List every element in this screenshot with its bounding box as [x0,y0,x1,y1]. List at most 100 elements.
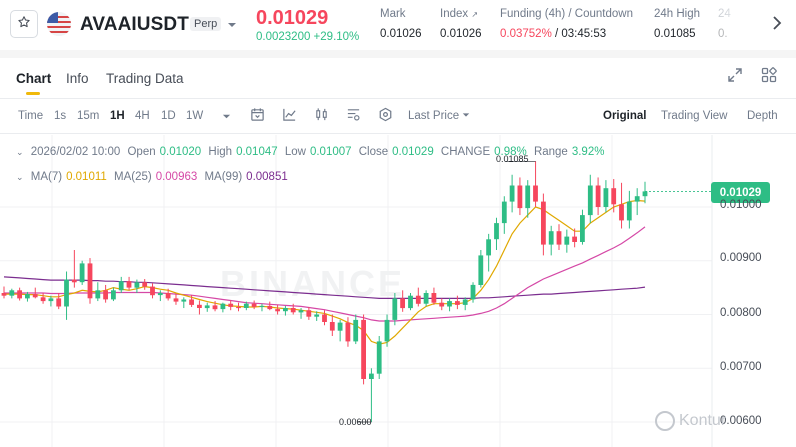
symbol-name[interactable]: AVAAIUSDT [80,14,189,35]
candle-body [298,310,304,313]
candle-body [392,298,398,320]
candle-body [353,319,359,342]
candle-body [587,185,593,216]
candle-body [501,201,507,224]
view-depth[interactable]: Depth [747,110,778,122]
candle-body [408,295,413,309]
candle-body [322,314,327,322]
interval-1s[interactable]: 1s [54,110,67,122]
candle-body [619,204,624,221]
candle-body [603,188,609,207]
candle-body [478,255,484,285]
calendar-button[interactable] [247,107,267,127]
current-price-badge: 0.01029 [711,182,770,203]
candle-body [525,185,531,209]
ohlc-legend: ⌄ 2026/02/02 10:00 Open 0.01020 High 0.010… [16,146,605,158]
price-change: 0.0023200 +29.10% [256,31,360,43]
active-tab-indicator [26,92,40,95]
candle-body [290,308,296,313]
legend-close: 0.01029 [392,146,434,158]
candle-body [595,185,601,207]
scroll-stats-button[interactable] [766,14,788,36]
candle-body [400,298,405,309]
list-settings-icon [346,107,361,127]
legend-ma99: 0.00851 [246,171,288,183]
caret-down-icon[interactable] [227,17,237,35]
stat-mark-label: Mark [380,8,406,20]
kontur-logo: Kontur [655,411,726,431]
interval-15m[interactable]: 15m [77,110,100,122]
candle-body [439,302,445,307]
tab-info[interactable]: Info [66,71,89,86]
expand-button[interactable] [724,66,746,88]
settings-button[interactable] [375,107,395,127]
caret-down-icon [222,108,231,126]
view-original[interactable]: Original [603,110,647,122]
stat-mark-value: 0.01026 [380,28,422,40]
candle-body [95,290,101,299]
candle-body [25,294,30,299]
grid-layout-icon [761,66,777,88]
legend-collapse-icon: ⌄ [16,147,24,157]
settings-hexagon-icon [378,107,393,127]
interval-1w[interactable]: 1W [186,110,204,122]
chevron-right-icon [772,15,782,35]
external-link-icon: ↗ [471,10,479,19]
candle-body [533,185,538,202]
candle-body [447,301,452,307]
candle-body [243,303,249,308]
candle-body [415,295,421,304]
candle-body [220,303,226,310]
candle-body [32,294,38,298]
stat-24h-high: 24h High 0.01085 [654,8,700,40]
stat-index: Index ↗ 0.01026 [440,8,482,40]
stat-funding-label: Funding (4h) / Countdown [500,8,633,20]
candle-body [228,303,234,307]
y-tick-label: 0.00600 [720,415,762,427]
interval-1h[interactable]: 1H [110,110,125,122]
tab-trading-data[interactable]: Trading Data [106,71,184,86]
coin-logo-icon [47,12,71,36]
stat-mark: Mark 0.01026 [380,8,422,40]
view-trading-view[interactable]: Trading View [661,110,728,122]
candle-body [384,319,390,342]
stat-funding: Funding (4h) / Countdown 0.03752% / 03:4… [500,8,633,40]
candle-body [314,314,320,317]
indicators-button[interactable] [279,107,299,127]
y-tick-label: 0.00700 [720,361,762,373]
candle-body [251,303,257,307]
price-source-select[interactable]: Last Price [408,110,470,122]
candlestick-chart[interactable] [0,135,796,447]
candle-body [517,185,523,209]
templates-button[interactable] [343,107,363,127]
candle-body [165,293,171,299]
candle-body [611,188,617,205]
favorite-button[interactable] [10,10,38,38]
candle-body [556,231,562,245]
candle-body [267,305,273,310]
chart-type-button[interactable] [311,107,331,127]
star-icon [17,15,31,34]
legend-range: 3.92% [571,146,605,158]
interval-toolbar: Time 1s 15m 1H 4H 1D 1W Last Price Origi… [0,98,796,134]
candle-body [197,304,202,308]
candle-body [376,341,382,374]
candle-body [283,308,288,312]
legend-open: 0.01020 [159,146,202,158]
watermark: BINANCE [220,263,406,304]
interval-1d[interactable]: 1D [161,110,176,122]
candle-body [462,299,468,305]
ma99-line [3,276,646,299]
candle-body [486,239,491,256]
legend-collapse-icon: ⌄ [16,172,24,182]
candle-body [64,279,69,307]
interval-time[interactable]: Time [18,110,44,122]
stat-index-label: Index ↗ [440,8,479,20]
layout-button[interactable] [758,66,780,88]
interval-4h[interactable]: 4H [135,110,150,122]
chart-area[interactable]: BINANCE ⌄ 2026/02/02 10:00 Open 0.01020 H… [0,135,796,447]
tab-chart[interactable]: Chart [16,71,52,86]
stat-24h-high-label: 24h High [654,8,701,20]
more-intervals-button[interactable] [216,107,236,127]
candle-body [236,307,241,309]
